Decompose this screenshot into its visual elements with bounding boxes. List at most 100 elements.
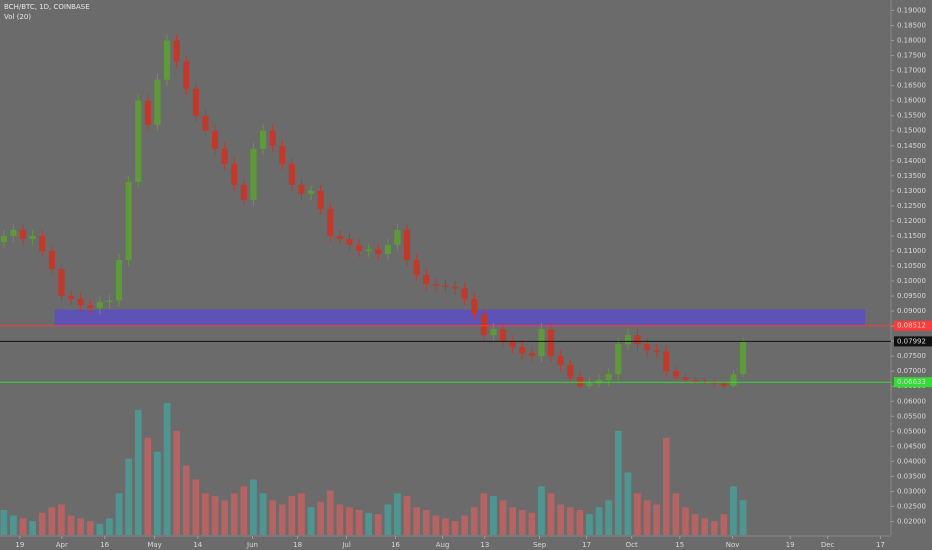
candle-body [596, 380, 603, 384]
x-tick-label: May [147, 541, 161, 549]
candle-body [528, 353, 535, 357]
volume-bar [154, 451, 161, 535]
candle-body [375, 249, 382, 254]
candle-body [87, 305, 94, 309]
candle-body [39, 235, 46, 251]
x-tick-label: 15 [675, 541, 684, 549]
candle-body [173, 40, 180, 62]
candle-body [0, 235, 7, 242]
y-tick-label: 0.16500 [897, 82, 926, 90]
volume-bar [19, 518, 27, 535]
volume-bar [173, 430, 181, 535]
volume-bar [557, 504, 565, 535]
volume-bar [461, 515, 469, 535]
volume-bar [653, 504, 661, 535]
candle-body [317, 190, 324, 209]
candle-body [586, 383, 593, 387]
candle-body [269, 130, 276, 146]
volume-bar [163, 403, 171, 535]
volume-bar [480, 493, 488, 535]
candle-body [106, 300, 113, 303]
volume-bar [672, 493, 680, 535]
y-tick-label: 0.12500 [897, 202, 926, 210]
volume-bar [701, 518, 709, 535]
x-tick-label: Jun [246, 541, 258, 549]
y-tick-label: 0.18000 [897, 37, 926, 45]
level-label: 0.06633 [897, 378, 926, 386]
candle-body [77, 299, 84, 306]
volume-bar [490, 496, 497, 535]
y-tick-label: 0.10500 [897, 262, 926, 270]
level-label-box [894, 377, 932, 388]
volume-bar [67, 515, 75, 535]
x-tick-label: Oct [626, 541, 638, 549]
volume-bar [413, 507, 421, 535]
x-tick-label: Dec [821, 541, 835, 549]
y-tick-label: 0.10000 [897, 277, 926, 285]
candle-body [135, 100, 142, 182]
volume-bar [0, 509, 8, 535]
volume-bar [202, 493, 209, 535]
y-tick-label: 0.04000 [897, 457, 926, 465]
candle-body [442, 285, 449, 288]
volume-bar [96, 523, 104, 535]
x-tick-label: 17 [876, 541, 885, 549]
y-tick-label: 0.05000 [897, 427, 926, 435]
y-tick-label: 0.15000 [897, 127, 926, 135]
volume-bar [566, 507, 574, 535]
candle-body [490, 329, 497, 336]
candle-body [259, 130, 267, 149]
volume-bar [115, 493, 123, 535]
level-label: 0.07992 [897, 337, 926, 345]
y-tick-label: 0.19000 [897, 7, 926, 15]
volume-bar [547, 493, 555, 535]
volume-bar [230, 493, 238, 535]
y-tick-label: 0.02000 [897, 517, 926, 525]
candle-body [163, 40, 171, 80]
candle-body [624, 335, 631, 345]
volume-bar [307, 507, 315, 535]
candle-body [432, 284, 439, 286]
volume-bar [10, 515, 17, 535]
y-tick-label: 0.06000 [897, 397, 926, 405]
candle-body [653, 350, 660, 352]
candle-body [202, 115, 209, 131]
volume-bar [250, 479, 257, 535]
volume-bar [38, 512, 46, 535]
candle-body [29, 235, 36, 239]
volume-bar [192, 479, 200, 535]
volume-bar [643, 500, 651, 535]
candle-body [19, 229, 27, 239]
candle-body [413, 259, 420, 276]
x-tick-label: 18 [293, 541, 302, 549]
y-tick-label: 0.14500 [897, 142, 926, 150]
volume-bar [77, 518, 85, 535]
candle-body [240, 184, 247, 200]
y-tick-label: 0.15500 [897, 112, 926, 120]
volume-bar [259, 493, 267, 535]
volume-title: Vol (20) [4, 13, 31, 21]
candle-body [394, 229, 401, 245]
volume-bar [346, 507, 353, 535]
y-tick-label: 0.05500 [897, 412, 926, 420]
x-tick-label: Nov [726, 541, 740, 549]
candle-body [557, 356, 564, 366]
volume-bar [614, 430, 622, 535]
volume-bar [58, 504, 65, 535]
x-tick-label: 19 [786, 541, 795, 549]
y-tick-label: 0.11000 [897, 247, 926, 255]
x-tick-label: 17 [582, 541, 591, 549]
candle-body [96, 302, 103, 309]
candle-body [125, 181, 132, 260]
volume-bar [422, 509, 430, 535]
volume-bar [624, 472, 632, 535]
level-label: 0.08512 [897, 322, 926, 330]
candle-body [605, 374, 612, 381]
candle-body [615, 344, 622, 375]
candle-body [692, 380, 699, 382]
candle-body [567, 365, 574, 378]
volume-bar [442, 518, 449, 535]
volume-bar [125, 458, 133, 535]
volume-bar [586, 514, 593, 535]
